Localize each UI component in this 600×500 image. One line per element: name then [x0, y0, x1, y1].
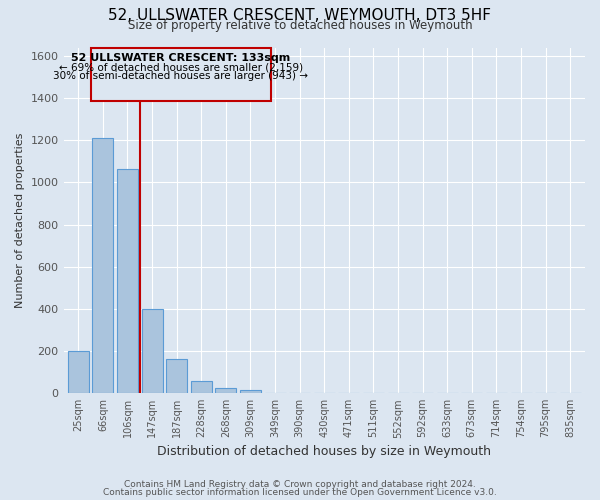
- Bar: [166, 360, 187, 393]
- Bar: [68, 351, 89, 393]
- X-axis label: Distribution of detached houses by size in Weymouth: Distribution of detached houses by size …: [157, 444, 491, 458]
- Text: Contains HM Land Registry data © Crown copyright and database right 2024.: Contains HM Land Registry data © Crown c…: [124, 480, 476, 489]
- Bar: [215, 388, 236, 393]
- Y-axis label: Number of detached properties: Number of detached properties: [15, 132, 25, 308]
- Text: Size of property relative to detached houses in Weymouth: Size of property relative to detached ho…: [128, 18, 472, 32]
- Bar: [240, 390, 261, 393]
- Text: ← 69% of detached houses are smaller (2,159): ← 69% of detached houses are smaller (2,…: [59, 62, 303, 72]
- Text: 30% of semi-detached houses are larger (943) →: 30% of semi-detached houses are larger (…: [53, 70, 308, 81]
- Bar: [142, 309, 163, 393]
- FancyBboxPatch shape: [91, 48, 271, 102]
- Bar: [117, 168, 138, 393]
- Text: 52 ULLSWATER CRESCENT: 133sqm: 52 ULLSWATER CRESCENT: 133sqm: [71, 53, 290, 63]
- Text: 52, ULLSWATER CRESCENT, WEYMOUTH, DT3 5HF: 52, ULLSWATER CRESCENT, WEYMOUTH, DT3 5H…: [109, 8, 491, 22]
- Bar: [191, 381, 212, 393]
- Text: Contains public sector information licensed under the Open Government Licence v3: Contains public sector information licen…: [103, 488, 497, 497]
- Bar: [92, 138, 113, 393]
